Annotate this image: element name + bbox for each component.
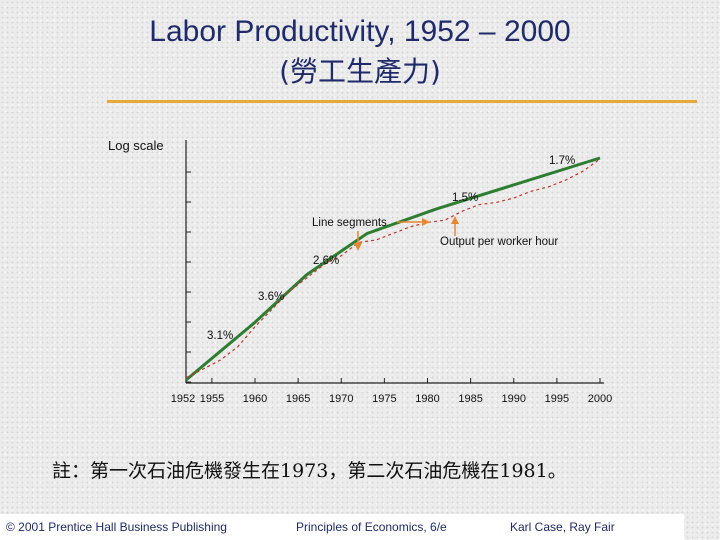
growth-rate-label: 2.6% xyxy=(313,255,339,267)
x-tick-label: 2000 xyxy=(588,393,612,405)
x-tick-label: 1965 xyxy=(286,393,310,405)
slide-title: Labor Productivity, 1952 – 2000 xyxy=(149,15,571,48)
chart-axes: Log scale xyxy=(108,138,604,384)
x-tick-label: 1985 xyxy=(458,393,482,405)
line-segments-label: Line segments xyxy=(312,217,387,229)
arrowhead xyxy=(354,243,362,251)
x-tick-label: 1955 xyxy=(200,393,224,405)
x-tick-label: 1975 xyxy=(372,393,396,405)
arrowhead xyxy=(422,218,430,226)
x-tick-label: 1980 xyxy=(415,393,439,405)
title-underline xyxy=(107,100,697,103)
slide-subtitle: (勞工生產力) xyxy=(279,55,441,88)
chart-annotations: 3.1% 3.6% 2.6% 1.5% 1.7% Line segments Output … xyxy=(207,155,575,342)
output-per-worker-line xyxy=(185,158,601,379)
footnote: 註：第一次石油危機發生在1973，第二次石油危機在1981。 xyxy=(52,460,567,482)
footer-book-title: Principles of Economics, 6/e xyxy=(296,520,447,534)
growth-rate-label: 1.5% xyxy=(452,192,478,204)
growth-rate-label: 1.7% xyxy=(549,155,575,167)
footer-copyright: © 2001 Prentice Hall Business Publishing xyxy=(6,520,227,534)
x-tick-label: 1952 xyxy=(171,393,195,405)
x-tick-label: 1995 xyxy=(545,393,569,405)
output-per-worker-label: Output per worker hour xyxy=(440,236,558,248)
productivity-chart: Log scale 1952 1955 1960 1965 1970 1975 1980 19… xyxy=(108,138,612,405)
x-tick-labels: 1952 1955 1960 1965 1970 1975 1980 1985 1990 1995… xyxy=(171,378,612,405)
growth-rate-label: 3.6% xyxy=(258,291,284,303)
footer-bar: © 2001 Prentice Hall Business Publishing… xyxy=(0,514,684,540)
x-tick-label: 1970 xyxy=(329,393,353,405)
chart-series xyxy=(185,156,601,382)
arrowhead xyxy=(451,216,459,224)
footer-authors: Karl Case, Ray Fair xyxy=(510,520,615,534)
y-axis-label: Log scale xyxy=(108,138,164,153)
x-tick-label: 1990 xyxy=(502,393,526,405)
x-tick-label: 1960 xyxy=(243,393,267,405)
line-segments-line xyxy=(185,156,601,382)
growth-rate-label: 3.1% xyxy=(207,330,233,342)
